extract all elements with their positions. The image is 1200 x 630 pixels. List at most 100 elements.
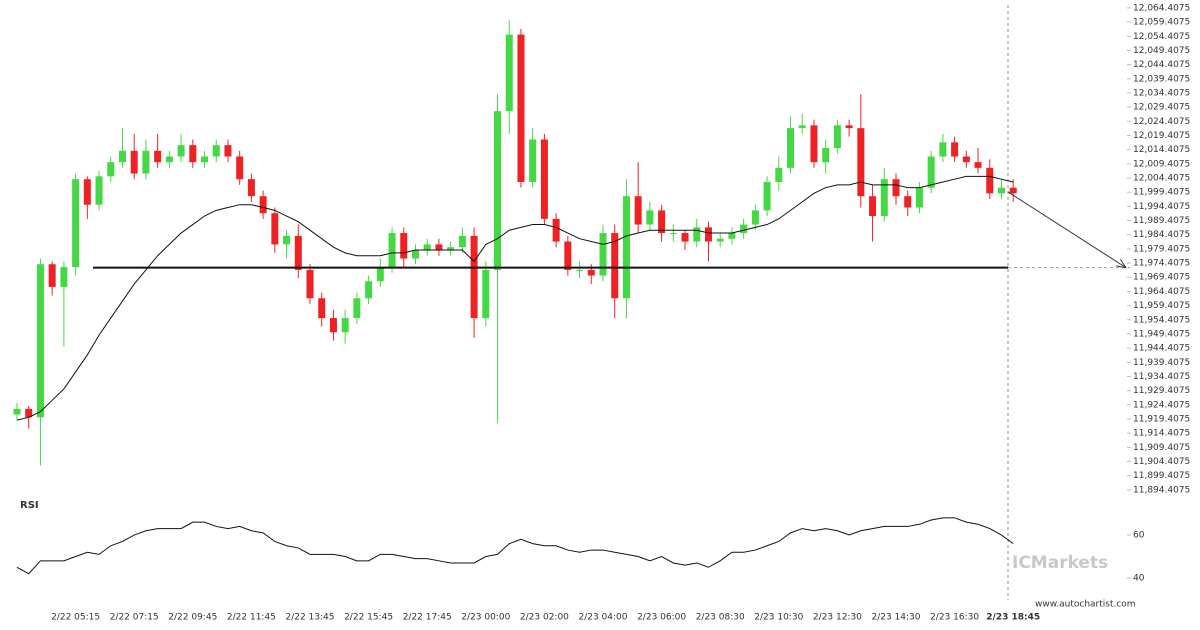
candle-body [83,179,91,205]
rsi-line [16,517,1014,575]
y-tick-label: 11,939.4075 [1133,358,1190,368]
candle-body [728,233,736,239]
x-tick-label: 2/22 17:45 [403,613,452,623]
x-tick-label: 2/23 14:30 [871,613,920,623]
candle-body [247,179,255,197]
y-tick-label: 12,039.4075 [1133,74,1190,84]
y-tick-label: 11,994.4075 [1133,202,1190,212]
x-tick-label: 2/22 05:15 [51,613,100,623]
candle-body [470,235,478,319]
x-tick-label: 2/23 10:30 [754,613,803,623]
candle-body [892,179,900,197]
y-tick-label: 11,904.4075 [1133,457,1190,467]
candle-body [306,269,314,299]
candle-body [388,233,396,268]
candle-body [95,176,103,205]
candle-body [704,227,712,242]
candle-body [763,182,771,211]
x-tick-label: 2/22 07:15 [110,613,159,623]
candle-body [951,142,959,157]
y-tick-label: 12,004.4075 [1133,174,1190,184]
y-tick-label: 11,909.4075 [1133,443,1190,453]
rsi-tick-label: 40 [1133,574,1145,584]
candle-body [224,145,232,157]
candle-body [142,150,150,174]
candle-body [927,156,935,188]
candle-body [411,250,419,259]
candle-body [13,408,21,415]
candle-body [25,408,33,418]
x-tick-label: 2/23 18:45 [986,613,1040,623]
candle-body [329,318,337,333]
y-tick-label: 11,954.4075 [1133,315,1190,325]
y-tick-label: 11,944.4075 [1133,344,1190,354]
candle-body [787,128,795,168]
candle-body [165,156,173,163]
candle-body [669,233,677,235]
y-tick-label: 11,989.4075 [1133,216,1190,226]
candle-body [564,241,572,270]
candle-body [505,34,513,112]
candle-body [318,298,326,319]
watermark: ICMarkets [1012,553,1108,573]
candle-body [904,196,912,208]
y-tick-label: 11,919.4075 [1133,414,1190,424]
y-tick-label: 11,964.4075 [1133,287,1190,297]
candle-body [341,318,349,333]
candle-body [118,150,126,163]
y-tick-label: 12,024.4075 [1133,117,1190,127]
y-tick-label: 11,949.4075 [1133,329,1190,339]
y-tick-label: 11,974.4075 [1133,259,1190,269]
candle-body [599,233,607,276]
x-tick-label: 2/23 06:00 [637,613,686,623]
y-tick-label: 11,934.4075 [1133,372,1190,382]
forecast-arrow [1007,191,1127,269]
candle-body [1009,187,1017,194]
candle-body [622,196,630,299]
candle-body [845,125,853,129]
candle-body [810,125,818,163]
y-tick-label: 12,054.4075 [1133,32,1190,42]
candle-body [611,233,619,299]
candle-body [107,162,115,177]
candle-body [201,156,209,163]
candle-body [482,269,490,319]
candle-body [751,210,759,225]
candle-body [435,244,443,251]
candle-body [376,267,384,282]
candle-body [833,125,841,148]
candle-body [458,235,466,248]
candle-body [236,156,244,180]
candle-body [822,147,830,163]
candle-body [72,179,80,268]
candle-body [353,298,361,319]
x-tick-label: 2/22 09:45 [168,613,217,623]
x-tick-label: 2/22 15:45 [344,613,393,623]
rsi-tick-label: 60 [1133,531,1145,541]
y-tick-label: 12,019.4075 [1133,131,1190,141]
moving-average [16,175,1014,421]
candle-body [681,233,689,242]
y-tick-label: 11,894.4075 [1133,485,1190,495]
y-tick-label: 11,929.4075 [1133,386,1190,396]
candle-body [775,167,783,183]
candle-body [271,213,279,245]
x-tick-label: 2/23 00:00 [461,613,510,623]
candle-body [283,235,291,245]
candle-body [259,196,267,214]
candle-body [880,179,888,217]
y-tick-label: 11,969.4075 [1133,273,1190,283]
candle-body [869,196,877,217]
candle-body [962,156,970,163]
candle-body [48,264,56,287]
y-tick-label: 11,984.4075 [1133,230,1190,240]
y-tick-label: 12,014.4075 [1133,145,1190,155]
x-tick-label: 2/23 02:00 [520,613,569,623]
candle-body [716,238,724,242]
candle-body [447,247,455,251]
candle-body [693,227,701,242]
candle-body [634,196,642,225]
candle-body [740,224,748,234]
y-tick-label: 11,924.4075 [1133,400,1190,410]
